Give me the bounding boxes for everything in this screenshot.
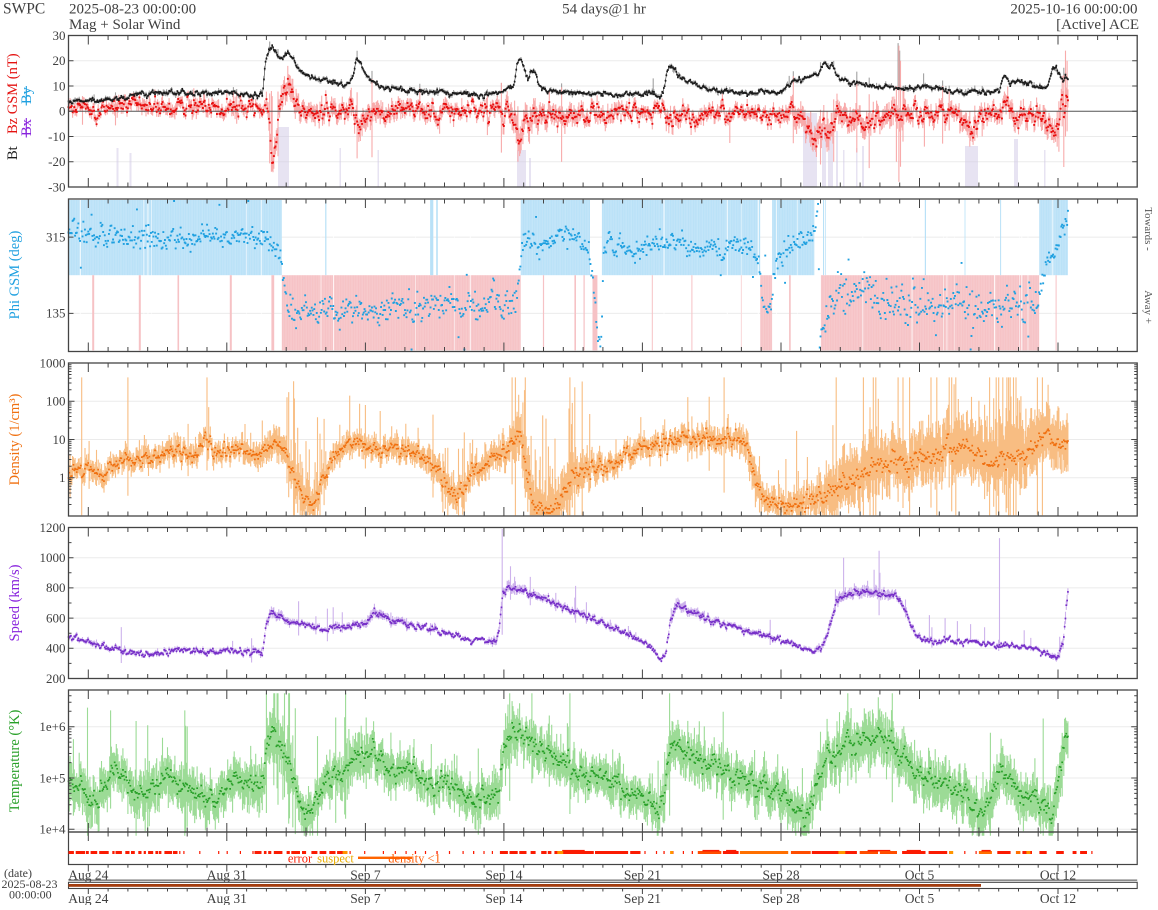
svg-text:0: 0 <box>59 104 66 119</box>
svg-text:Sep 7: Sep 7 <box>350 891 381 905</box>
svg-text:1000: 1000 <box>40 550 66 565</box>
svg-text:Speed (km/s): Speed (km/s) <box>7 564 23 641</box>
svg-text:200: 200 <box>46 671 66 686</box>
svg-text:Oct 5: Oct 5 <box>905 891 935 905</box>
svg-text:Density (1/cm³): Density (1/cm³) <box>7 393 23 485</box>
svg-text:800: 800 <box>46 580 66 595</box>
svg-text:20: 20 <box>53 53 66 68</box>
svg-text:-10: -10 <box>48 129 65 144</box>
svg-text:315: 315 <box>46 229 66 244</box>
svg-text:135: 135 <box>46 306 66 321</box>
svg-text:Mag + Solar Wind: Mag + Solar Wind <box>69 17 181 33</box>
svg-text:400: 400 <box>46 641 66 656</box>
svg-text:Aug 31: Aug 31 <box>207 891 247 905</box>
svg-text:-30: -30 <box>48 179 65 194</box>
svg-text:Bt: Bt <box>5 146 21 160</box>
svg-text:Sep 21: Sep 21 <box>624 891 661 905</box>
svg-text:Sep 14: Sep 14 <box>485 891 522 905</box>
svg-text:600: 600 <box>46 610 66 625</box>
svg-text:1200: 1200 <box>40 520 66 535</box>
svg-text:10: 10 <box>53 432 66 447</box>
svg-text:10: 10 <box>53 78 66 93</box>
svg-text:By: By <box>19 86 35 104</box>
svg-text:54 days@1 hr: 54 days@1 hr <box>562 2 646 18</box>
svg-text:1000: 1000 <box>40 355 66 370</box>
svg-text:Towards -: Towards - <box>1142 207 1154 251</box>
svg-text:Sep 28: Sep 28 <box>762 891 799 905</box>
svg-text:30: 30 <box>53 28 66 43</box>
svg-text:error: error <box>288 852 313 866</box>
svg-text:Away +: Away + <box>1142 290 1154 324</box>
svg-text:SWPC: SWPC <box>3 1 45 18</box>
svg-text:2025-10-16 00:00:00: 2025-10-16 00:00:00 <box>1010 2 1137 18</box>
svg-text:Temperature (°K): Temperature (°K) <box>7 710 23 813</box>
svg-text:density <1: density <1 <box>388 852 441 866</box>
svg-text:1e+4: 1e+4 <box>39 822 66 837</box>
svg-text:-20: -20 <box>48 154 65 169</box>
svg-text:[Active] ACE: [Active] ACE <box>1056 17 1139 33</box>
svg-text:2025-08-23 00:00:00: 2025-08-23 00:00:00 <box>69 2 196 18</box>
svg-text:Phi GSM (deg): Phi GSM (deg) <box>7 231 23 320</box>
svg-text:00:00:00: 00:00:00 <box>9 888 52 902</box>
svg-text:Bx: Bx <box>19 118 35 136</box>
svg-text:Aug 24: Aug 24 <box>68 891 108 905</box>
svg-text:100: 100 <box>46 394 66 409</box>
svg-text:1: 1 <box>59 470 66 485</box>
svg-text:1e+5: 1e+5 <box>39 770 65 785</box>
svg-text:Oct 12: Oct 12 <box>1040 891 1076 905</box>
svg-text:suspect: suspect <box>317 852 354 866</box>
svg-text:1e+6: 1e+6 <box>39 719 66 734</box>
